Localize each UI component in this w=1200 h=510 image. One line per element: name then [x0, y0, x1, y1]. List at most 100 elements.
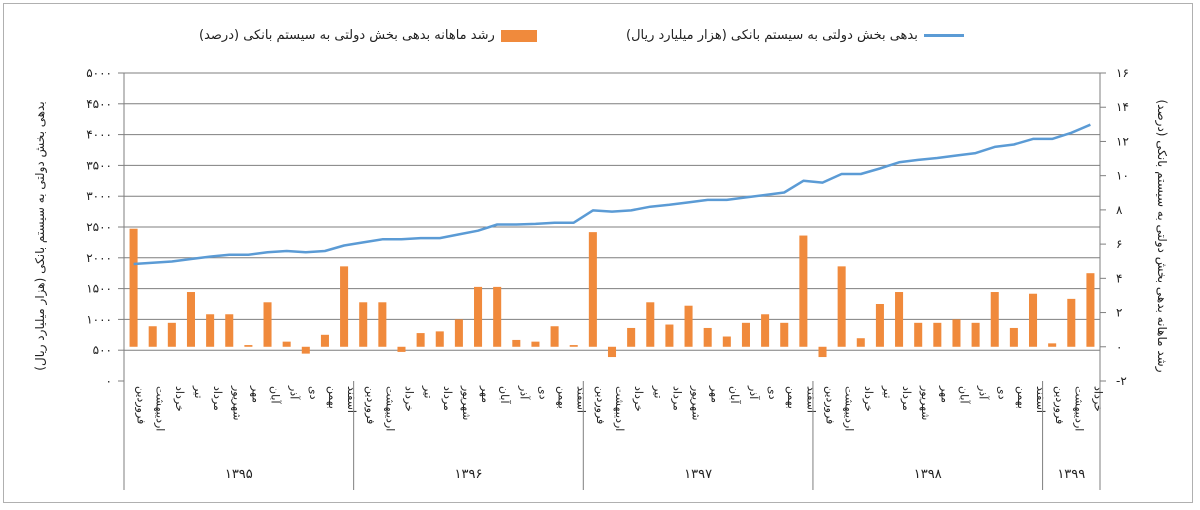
year-label: ۱۳۹۹ — [1057, 467, 1085, 482]
legend-bar-swatch — [500, 29, 537, 42]
growth-bar — [1086, 273, 1095, 347]
month-label: فروردین — [594, 386, 607, 424]
growth-bar — [531, 341, 540, 347]
month-label: مهر — [249, 385, 262, 403]
month-label: مرداد — [670, 386, 683, 411]
month-label: تیر — [192, 385, 205, 398]
growth-bar — [454, 319, 463, 347]
left-axis-title: بدهی بخش دولتی به سیستم بانکی (هزار میلی… — [33, 101, 48, 370]
month-label: خرداد — [402, 386, 415, 412]
month-label: آذر — [977, 385, 991, 400]
right-tick-label: ۶ — [1116, 237, 1122, 251]
growth-bar — [933, 322, 942, 347]
month-label: اسفند — [1034, 386, 1047, 413]
growth-bar — [856, 338, 865, 347]
month-label: آبان — [498, 386, 512, 404]
month-label: اسفند — [575, 386, 588, 413]
growth-bar — [607, 346, 617, 358]
growth-bar — [761, 314, 770, 347]
growth-bar — [1029, 293, 1038, 347]
month-label: فروردین — [1053, 386, 1066, 424]
month-label: مهر — [479, 385, 492, 403]
month-label: اردیبهشت — [383, 386, 396, 431]
month-label: دی — [307, 386, 320, 400]
month-label: آذر — [747, 385, 761, 400]
growth-bar — [1067, 298, 1076, 347]
growth-bar — [359, 302, 368, 347]
right-tick-label: ۱۰ — [1116, 169, 1129, 183]
month-label: آبان — [728, 386, 742, 404]
growth-bar — [186, 292, 195, 347]
left-tick-label: ۱۵۰۰ — [86, 282, 112, 296]
month-label: خرداد — [632, 386, 645, 412]
right-tick-label: ۴ — [1116, 271, 1122, 285]
month-label: مرداد — [900, 386, 913, 411]
month-label: شهریور — [460, 385, 473, 420]
month-label: دی — [536, 386, 549, 400]
growth-bar — [990, 292, 999, 347]
growth-bar — [378, 302, 387, 347]
month-label: آذر — [517, 385, 531, 400]
month-label: اردیبهشت — [1072, 386, 1085, 431]
growth-bar — [282, 341, 291, 347]
growth-bar — [340, 266, 349, 347]
month-label: مهر — [938, 385, 951, 403]
growth-bar — [722, 336, 731, 347]
legend-bar-label: رشد ماهانه بدهی بخش دولتی به سیستم بانکی… — [199, 28, 495, 43]
growth-bar — [320, 334, 329, 347]
month-label: دی — [996, 386, 1009, 400]
right-tick-label: ۲ — [1116, 306, 1122, 320]
month-label: فروردین — [364, 386, 377, 424]
growth-bar — [263, 302, 272, 347]
growth-bar — [550, 326, 559, 347]
growth-bar — [914, 322, 923, 347]
growth-bar — [493, 286, 502, 347]
year-label: ۱۳۹۵ — [225, 467, 253, 482]
left-tick-label: ۳۵۰۰ — [86, 158, 112, 172]
legend-item-line: بدهی بخش دولتی به سیستم بانکی (هزار میلی… — [626, 28, 964, 43]
month-label: شهریور — [690, 385, 703, 420]
growth-bar — [474, 286, 483, 347]
month-label: بهمن — [556, 386, 569, 409]
month-label: آذر — [288, 385, 302, 400]
right-tick-label: ۱۲ — [1116, 134, 1129, 148]
growth-bar — [875, 304, 884, 347]
growth-bar — [129, 228, 138, 347]
growth-bar — [167, 322, 176, 347]
month-label: اسفند — [345, 386, 358, 413]
month-label: اردیبهشت — [613, 386, 626, 431]
year-label: ۱۳۹۶ — [455, 467, 483, 482]
growth-bar — [206, 314, 215, 347]
month-label: بهمن — [785, 386, 798, 409]
month-label: مهر — [709, 385, 722, 403]
year-label: ۱۳۹۸ — [914, 467, 942, 482]
growth-bar — [818, 346, 827, 358]
growth-bar — [741, 322, 750, 347]
month-label: شهریور — [230, 385, 243, 420]
chart-frame: بدهی بخش دولتی به سیستم بانکی (هزار میلی… — [3, 3, 1193, 503]
growth-bar — [435, 331, 444, 347]
month-label: آبان — [269, 386, 283, 404]
month-label: خرداد — [862, 386, 875, 412]
growth-bar — [799, 235, 808, 347]
right-tick-label: ۰ — [1116, 340, 1122, 354]
growth-bar — [780, 322, 789, 347]
month-label: اردیبهشت — [843, 386, 856, 431]
left-tick-label: ۵۰۰۰ — [86, 66, 112, 80]
left-tick-label: ۴۰۰۰ — [86, 128, 112, 142]
month-label: بهمن — [1015, 386, 1028, 409]
growth-bar — [416, 333, 425, 347]
left-tick-label: ۰ — [106, 374, 112, 388]
right-tick-label: -۲ — [1116, 374, 1127, 388]
growth-bar — [301, 346, 310, 354]
right-tick-label: ۱۴ — [1116, 100, 1129, 114]
year-label: ۱۳۹۷ — [684, 467, 712, 482]
debt-line — [133, 123, 1091, 266]
month-label: مرداد — [441, 386, 454, 411]
month-label: فروردین — [824, 386, 837, 424]
month-label: بهمن — [326, 386, 339, 409]
growth-bar — [244, 345, 253, 347]
legend-line-label: بدهی بخش دولتی به سیستم بانکی (هزار میلی… — [626, 28, 918, 43]
growth-bar — [837, 266, 846, 347]
month-label: تیر — [651, 385, 664, 398]
